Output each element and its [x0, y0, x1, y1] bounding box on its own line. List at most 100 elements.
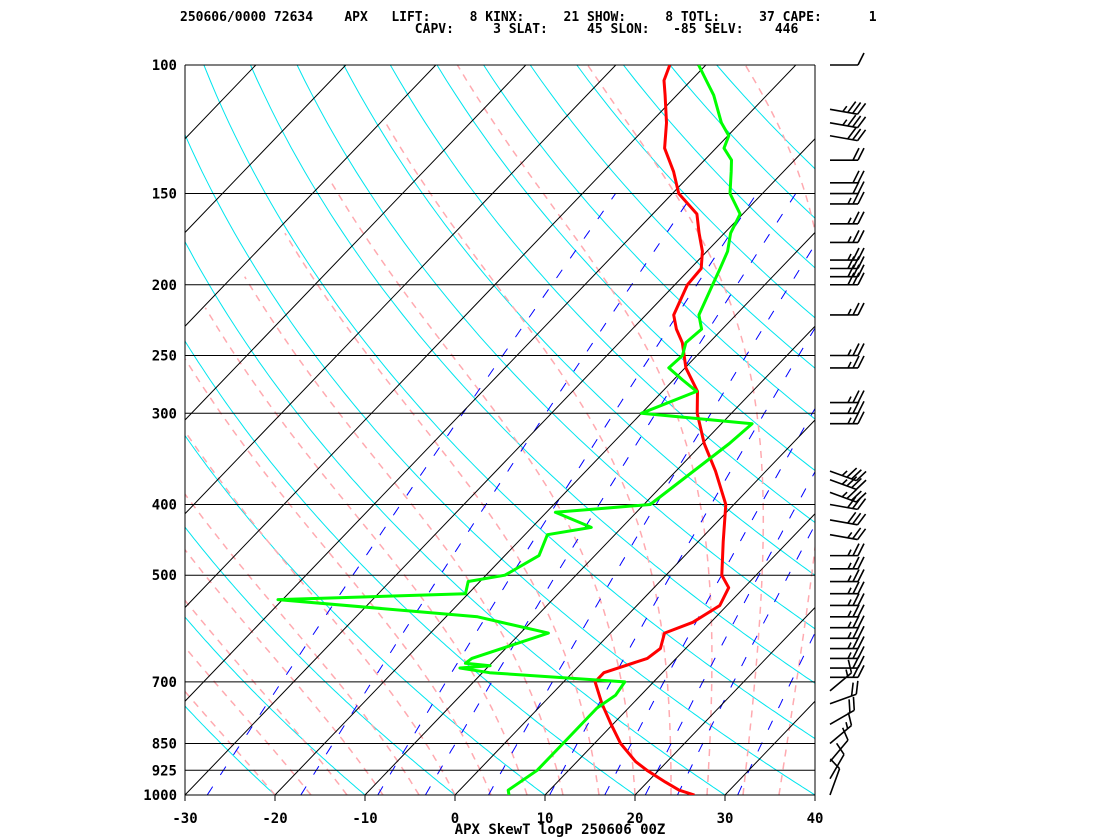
wind-barb-flag: [841, 727, 849, 741]
wind-barb-flag: [852, 302, 860, 316]
wind-barb-half-flag: [847, 253, 852, 261]
wind-barb: [830, 411, 865, 425]
wind-barb: [830, 543, 865, 557]
dry-adiabat: [185, 526, 456, 795]
dry-adiabat: [483, 65, 815, 420]
dry-adiabat: [529, 65, 815, 369]
wind-barb-flag: [852, 543, 860, 556]
wind-barb-flag: [857, 400, 865, 414]
wind-barb-flag: [857, 247, 865, 261]
isotherm: [634, 606, 815, 795]
isotherm: [454, 419, 815, 795]
wind-barb-flag: [852, 527, 862, 540]
wind-barb-flag: [852, 170, 860, 184]
header-line-2: CAPV: 3 SLAT: 45 SLON: -85 SELV: 446: [180, 22, 799, 37]
wind-barb-half-flag: [847, 236, 852, 243]
wind-barb-flag: [847, 511, 857, 524]
wind-barb-flag: [852, 615, 860, 629]
mixing-ratio-line: [300, 193, 694, 795]
wind-barb-half-flag: [847, 197, 852, 205]
isotherm: [185, 65, 707, 609]
mixing-ratio-line: [644, 470, 815, 795]
mixing-ratio-line: [377, 193, 758, 795]
wind-barb-half-flag: [847, 396, 852, 403]
wind-barb-flag: [857, 230, 865, 243]
mixing-ratio-line: [488, 243, 815, 795]
wind-barb-flag: [847, 101, 857, 113]
dry-adiabat: [716, 65, 815, 170]
temp-tick-label: 10: [537, 811, 554, 827]
wind-barb-flag: [852, 115, 862, 128]
wind-barb-flag: [847, 114, 857, 127]
wind-barb-half-flag: [847, 631, 852, 639]
temp-tick-label: -30: [172, 811, 197, 827]
wind-barb-half-flag: [841, 479, 848, 485]
isotherm: [905, 65, 1120, 795]
pressure-tick-label: 300: [152, 406, 177, 422]
wind-barb-flag: [852, 556, 860, 570]
wind-barb-flag: [855, 492, 867, 503]
wind-barb-flag: [852, 272, 860, 286]
wind-barb-flag: [857, 211, 865, 225]
wind-barb-flag: [852, 593, 860, 606]
dry-adiabat: [185, 434, 546, 795]
moist-adiabat: [185, 548, 384, 795]
wind-barb-flag: [855, 479, 867, 490]
pressure-tick-label: 700: [152, 675, 177, 691]
dewpoint-profile: [276, 65, 754, 795]
mixing-ratio-line: [677, 523, 815, 795]
wind-barb-flag: [856, 498, 867, 510]
wind-barb: [830, 272, 865, 286]
moist-adiabat: [185, 690, 276, 795]
temp-tick-label: -20: [262, 811, 287, 827]
moist-adiabat: [330, 182, 636, 795]
isotherm: [185, 65, 437, 327]
moist-adiabat: [284, 232, 600, 795]
wind-barb-flag: [852, 355, 860, 369]
wind-barb: [830, 247, 865, 261]
wind-barb: [830, 52, 865, 66]
wind-barb-flag: [855, 470, 867, 482]
pressure-tick-label: 100: [152, 58, 177, 74]
wind-barb: [830, 604, 865, 618]
wind-barb-flag: [857, 646, 865, 659]
isotherm: [185, 138, 815, 795]
wind-barb-flag: [847, 127, 857, 140]
isotherm: [724, 700, 815, 795]
wind-barb-flag: [857, 655, 865, 669]
pressure-tick-label: 1000: [143, 788, 177, 804]
wind-barb-flag: [851, 490, 862, 501]
wind-barb: [829, 712, 853, 745]
wind-barb-half-flag: [845, 721, 849, 729]
wind-barb-half-flag: [847, 621, 852, 629]
moist-adiabat: [244, 276, 564, 795]
wind-barb-flag: [857, 256, 865, 269]
wind-barb: [830, 390, 865, 404]
wind-barb-flag: [846, 476, 858, 487]
wind-barb: [829, 659, 853, 692]
wind-barb-flag: [850, 682, 854, 697]
wind-barb-half-flag: [847, 599, 852, 606]
temp-tick-label: 20: [627, 811, 644, 827]
wind-barb-half-flag: [841, 491, 848, 498]
wind-barb-flag: [851, 477, 862, 489]
wind-barb-flag: [852, 211, 860, 225]
moist-adiabat: [204, 307, 528, 795]
wind-barb-flag: [852, 128, 862, 141]
wind-barb: [829, 727, 849, 763]
dry-adiabat: [185, 340, 636, 795]
wind-barb: [829, 114, 867, 129]
pressure-tick-label: 250: [152, 348, 177, 364]
wind-barb-flag: [857, 272, 865, 286]
wind-barb-half-flag: [847, 642, 852, 649]
dry-adiabat: [389, 65, 815, 524]
wind-barb-flag: [857, 625, 865, 639]
temp-tick-label: 40: [807, 811, 824, 827]
wind-barb-flag: [851, 469, 862, 480]
dry-adiabat: [623, 65, 815, 269]
wind-barb-half-flag: [847, 417, 852, 425]
wind-barb: [830, 302, 865, 316]
temperature-profile: [593, 65, 731, 795]
moist-adiabat: [185, 430, 456, 795]
wind-barb: [830, 615, 865, 629]
